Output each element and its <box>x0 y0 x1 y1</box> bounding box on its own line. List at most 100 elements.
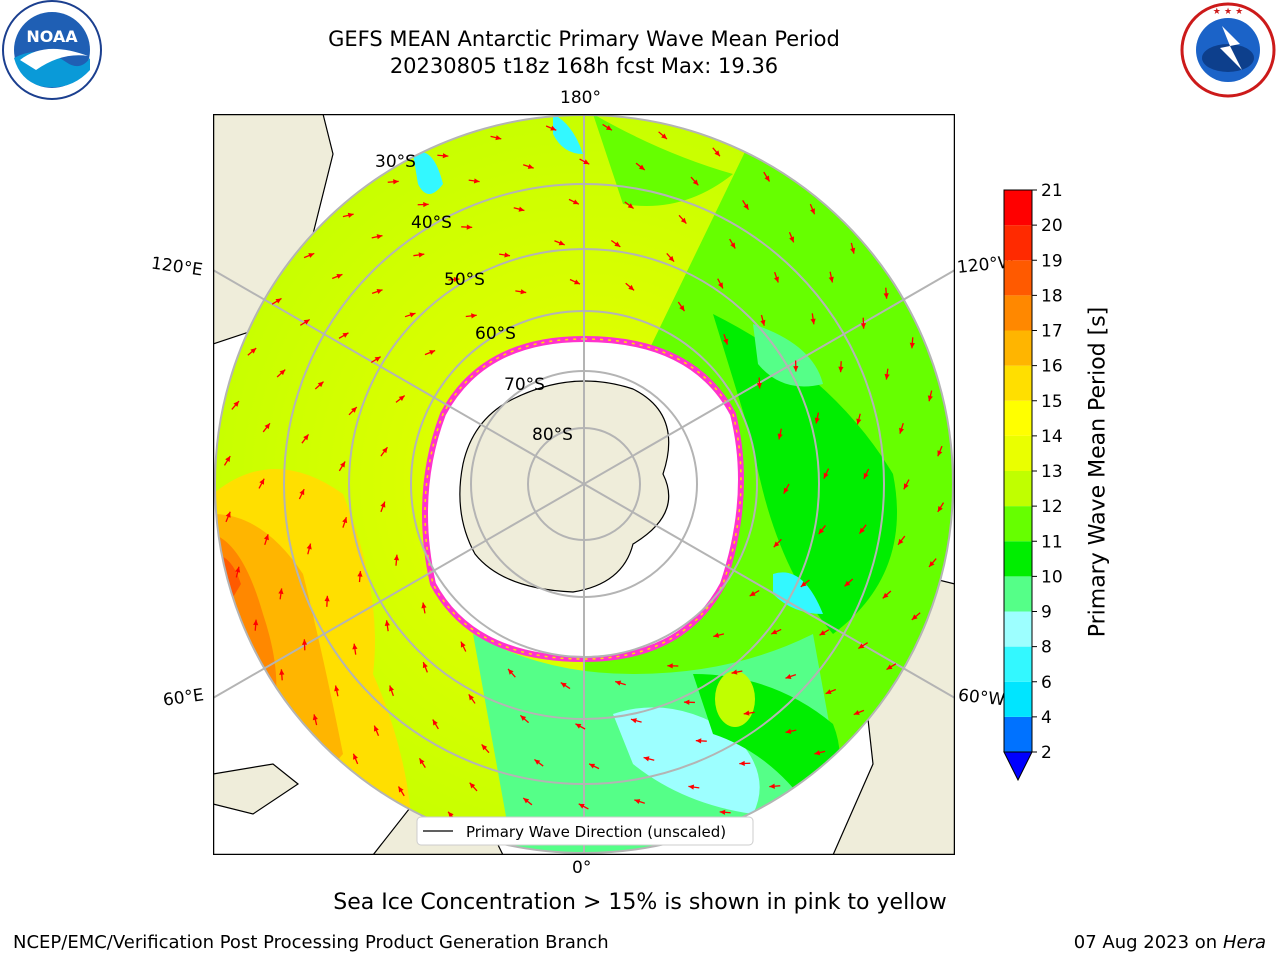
wave-arrow-head <box>661 133 667 139</box>
wave-arrow-head <box>769 783 775 789</box>
wave-arrow-head <box>814 417 820 424</box>
wave-arrow-head <box>614 241 621 247</box>
wave-arrow-head <box>409 312 416 318</box>
wave-arrow-head <box>422 662 428 669</box>
wave-arrow-head <box>508 668 514 675</box>
wave-arrow-head <box>743 710 750 716</box>
wave-arrow-head <box>393 179 399 185</box>
wave-arrow-head <box>495 135 502 141</box>
colorbar-swatch <box>1004 506 1032 542</box>
wave-arrow-head <box>342 332 349 338</box>
wave-arrow-head <box>373 725 379 732</box>
wave-arrow-head <box>731 669 738 675</box>
colorbar-swatch <box>1004 295 1032 331</box>
wave-arrow-head <box>714 150 720 157</box>
svg-text:★ ★ ★: ★ ★ ★ <box>1213 7 1243 17</box>
wave-arrow-head <box>743 203 749 210</box>
wave-arrow-head <box>527 163 534 169</box>
madagascar-land <box>213 763 300 815</box>
colorbar-tick-label: 16 <box>1041 357 1063 377</box>
colorbar-tick-label: 15 <box>1041 392 1063 412</box>
wave-arrow-head <box>793 366 799 372</box>
wave-arrow-head <box>469 782 476 789</box>
wave-arrow-head <box>899 427 905 434</box>
wave-arrow-head <box>859 527 865 534</box>
wave-arrow-head <box>264 423 270 430</box>
wave-arrow-head <box>423 201 429 208</box>
map-panel: Primary Wave Direction (unscaled) 180° 0… <box>150 88 1016 878</box>
colorbar-label: Primary Wave Mean Period [s] <box>1085 306 1111 638</box>
wave-arrow-head <box>909 342 915 349</box>
wave-arrow-head <box>534 759 541 765</box>
wave-arrow-head <box>713 632 720 638</box>
wave-arrow-head <box>233 401 239 407</box>
wave-arrow-head <box>679 305 685 312</box>
wave-arrow-head <box>764 175 770 182</box>
wave-arrow-head <box>550 125 557 131</box>
wave-arrow-head <box>389 685 394 692</box>
colorbar-tick-label: 18 <box>1041 286 1063 306</box>
wave-arrow-head <box>357 571 363 577</box>
colorbar-swatch <box>1004 190 1032 226</box>
lat-label-50s: 50°S <box>444 270 485 290</box>
lat-label-60s: 60°S <box>475 324 516 344</box>
wave-arrow-head <box>504 252 511 258</box>
colorbar-swatch <box>1004 330 1032 366</box>
wave-arrow-head <box>398 395 405 401</box>
wave-arrow-head <box>453 276 460 283</box>
colorbar-tick-label: 6 <box>1041 673 1052 693</box>
colorbar-tick-label: 11 <box>1041 532 1063 552</box>
colorbar-tick-label: 14 <box>1041 427 1063 447</box>
wave-arrow-head <box>692 179 699 186</box>
wave-arrow-head <box>718 282 723 289</box>
colorbar-tick-label: 13 <box>1041 462 1063 482</box>
wave-arrow-head <box>347 212 354 218</box>
wave-arrow-head <box>643 756 650 762</box>
wave-arrow-head <box>853 710 860 715</box>
colorbar-swatch <box>1004 541 1032 577</box>
wave-arrow-head <box>683 699 690 705</box>
lon-label-60e: 60°E <box>161 685 206 711</box>
wave-arrow-head <box>259 478 265 485</box>
wave-arrow-head <box>583 159 590 165</box>
wave-arrow-head <box>352 643 358 650</box>
wave-arrow-head <box>800 581 807 587</box>
wave-arrow-head <box>429 350 436 355</box>
colorbar-tick-label: 20 <box>1041 216 1063 236</box>
wave-arrow-head <box>911 614 918 620</box>
wave-arrow-head <box>481 744 488 751</box>
wave-arrow-head <box>308 253 315 258</box>
direction-legend: Primary Wave Direction (unscaled) <box>416 816 754 846</box>
wave-arrow-head <box>628 284 635 291</box>
wave-arrow-head <box>336 273 343 279</box>
wave-arrow-head <box>760 319 766 326</box>
wave-arrow-head <box>819 630 826 636</box>
wave-arrow-head <box>301 639 308 645</box>
wave-arrow-head <box>419 758 425 765</box>
wave-arrow-head <box>667 663 673 669</box>
wave-arrow-head <box>250 348 257 354</box>
colorbar-swatch <box>1004 225 1032 261</box>
wave-arrow-head <box>937 505 943 512</box>
colorbar-tick-label: 2 <box>1041 743 1052 763</box>
wave-arrow-head <box>882 592 889 599</box>
chart-subtitle: 20230805 t18z 168h fcst Max: 19.36 <box>389 54 779 78</box>
wave-arrow-head <box>898 538 904 545</box>
wave-arrow-head <box>558 240 565 246</box>
wave-arrow-head <box>749 591 756 597</box>
map-canvas: Primary Wave Direction (unscaled) <box>213 114 955 855</box>
wave-arrow-head <box>253 619 259 626</box>
wave-arrow-head <box>615 680 622 686</box>
colorbar-tick-label: 9 <box>1041 603 1052 623</box>
wave-arrow-head <box>382 447 388 454</box>
wave-arrow-head <box>520 289 527 295</box>
colorbar-tick-label: 10 <box>1041 567 1063 587</box>
wave-arrow-head <box>351 407 357 413</box>
wave-arrow-head <box>850 247 856 254</box>
wave-arrow-head <box>340 461 346 468</box>
wave-arrow-head <box>785 674 792 679</box>
wave-arrow-head <box>773 541 780 548</box>
wave-arrow-head <box>929 561 935 567</box>
wave-arrow-head <box>668 255 675 262</box>
wave-arrow-head <box>334 685 340 692</box>
